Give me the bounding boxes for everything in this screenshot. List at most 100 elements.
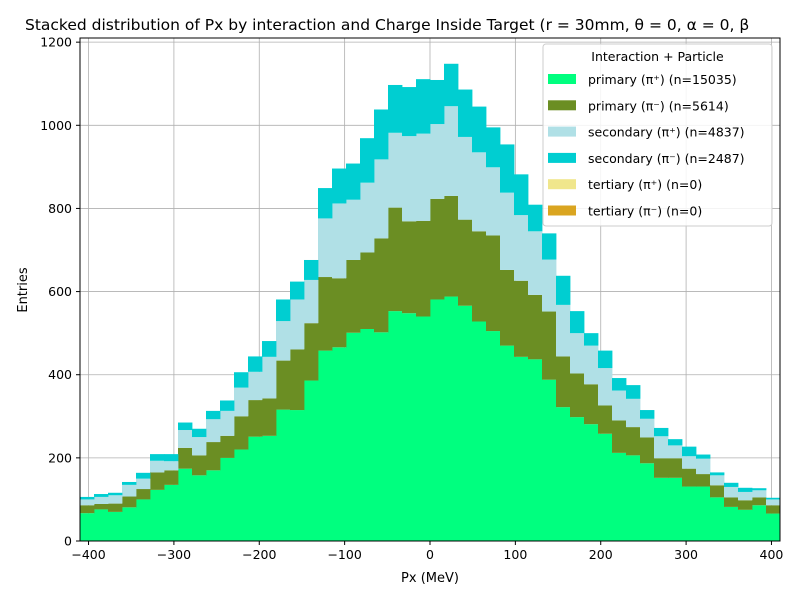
bar-s0-b43 (682, 486, 697, 541)
bar-s3-b0 (80, 496, 95, 500)
bar-s1-b30 (500, 269, 515, 346)
bar-s2-b9 (206, 419, 221, 443)
bar-s0-b33 (542, 379, 557, 541)
bar-s1-b17 (318, 277, 333, 351)
bar-s3-b47 (738, 487, 753, 492)
bar-s0-b10 (220, 457, 235, 541)
bar-s2-b23 (402, 136, 417, 222)
bar-s0-b2 (108, 511, 123, 541)
bar-s0-b9 (206, 470, 221, 541)
bar-s2-b14 (276, 321, 291, 361)
bar-s2-b24 (416, 133, 431, 221)
bar-s0-b39 (626, 455, 641, 541)
bar-s0-b23 (402, 313, 417, 541)
bar-s1-b1 (94, 504, 109, 510)
bar-s3-b40 (640, 410, 655, 419)
bar-s1-b42 (668, 458, 683, 478)
x-tick-label-3: −100 (327, 547, 361, 562)
bar-s1-b0 (80, 505, 95, 514)
bar-s0-b3 (122, 507, 137, 541)
bar-s0-b30 (500, 345, 515, 541)
bar-s3-b2 (108, 492, 123, 496)
bar-s3-b29 (486, 127, 501, 168)
bar-s1-b48 (752, 497, 767, 506)
bar-s3-b21 (374, 109, 389, 160)
bar-s1-b14 (276, 360, 291, 410)
legend-label-3: secondary (π⁻) (n=2487) (588, 151, 745, 166)
bar-s1-b46 (724, 497, 739, 507)
legend-swatch-2 (548, 126, 576, 137)
bar-s0-b24 (416, 316, 431, 541)
bar-s2-b16 (304, 279, 319, 324)
bar-s2-b48 (752, 490, 767, 498)
bar-s1-b38 (612, 420, 627, 453)
bar-s3-b7 (178, 422, 193, 431)
bar-s3-b23 (402, 87, 417, 137)
bar-s1-b37 (598, 405, 613, 434)
bar-s2-b13 (262, 356, 277, 399)
bar-s2-b6 (164, 461, 179, 471)
bar-s1-b19 (346, 259, 361, 333)
bar-s3-b41 (654, 427, 669, 437)
bar-s0-b12 (248, 436, 263, 541)
bar-s2-b43 (682, 456, 697, 469)
bar-s2-b36 (584, 345, 599, 385)
bar-s0-b7 (178, 468, 193, 541)
bar-s1-b20 (360, 252, 375, 329)
x-tick-label-7: 300 (674, 547, 698, 562)
y-tick-label-1: 200 (48, 450, 72, 465)
x-tick-label-5: 100 (503, 547, 527, 562)
x-tick-label-2: −200 (242, 547, 276, 562)
bar-s2-b12 (248, 371, 263, 401)
bar-s2-b3 (122, 484, 137, 497)
bar-s0-b4 (136, 499, 151, 541)
bar-s1-b45 (710, 485, 725, 498)
bar-s3-b49 (766, 497, 780, 500)
bar-s0-b18 (332, 347, 347, 541)
bar-s0-b35 (570, 417, 585, 541)
bar-s0-b45 (710, 497, 725, 541)
bar-s3-b24 (416, 79, 431, 134)
bar-s2-b33 (542, 259, 557, 312)
bar-s1-b25 (430, 198, 445, 300)
bar-s2-b17 (318, 218, 333, 278)
y-axis-label: Entries (16, 267, 31, 313)
bar-s0-b32 (528, 359, 543, 541)
legend-label-5: tertiary (π⁻) (n=0) (588, 204, 702, 219)
bar-s1-b12 (248, 400, 263, 437)
bar-s1-b9 (206, 442, 221, 471)
bar-s3-b31 (514, 174, 529, 216)
bar-s2-b31 (514, 215, 529, 281)
legend-swatch-4 (548, 179, 576, 190)
legend-label-4: tertiary (π⁺) (n=0) (588, 177, 702, 192)
legend-title: Interaction + Particle (591, 49, 724, 64)
bar-s0-b8 (192, 475, 207, 541)
bar-s2-b47 (738, 491, 753, 501)
legend-box (542, 43, 773, 227)
bar-s1-b28 (472, 231, 487, 322)
bar-s2-b8 (192, 437, 207, 456)
bar-s1-b26 (444, 195, 459, 297)
bar-s3-b22 (388, 84, 403, 133)
bar-s2-b46 (724, 486, 739, 498)
legend: Interaction + Particle primary (π⁺) (n=15… (542, 43, 773, 227)
bar-s0-b13 (262, 435, 277, 541)
bar-s3-b38 (612, 378, 627, 391)
bar-s1-b43 (682, 468, 697, 487)
bar-s0-b27 (458, 305, 473, 541)
bar-s0-b49 (766, 513, 780, 541)
bar-s1-b4 (136, 489, 151, 500)
bar-s1-b11 (234, 416, 249, 450)
bar-s3-b32 (528, 204, 543, 232)
bar-s2-b40 (640, 418, 655, 438)
x-tick-label-8: 400 (760, 547, 784, 562)
bar-s2-b37 (598, 368, 613, 406)
bar-s2-b4 (136, 478, 151, 490)
bar-s3-b48 (752, 488, 767, 491)
bar-s0-b20 (360, 328, 375, 541)
bar-s3-b30 (500, 144, 515, 193)
bar-s3-b12 (248, 356, 263, 372)
bar-s1-b35 (570, 373, 585, 418)
legend-swatch-5 (548, 205, 576, 216)
bar-s0-b21 (374, 332, 389, 541)
